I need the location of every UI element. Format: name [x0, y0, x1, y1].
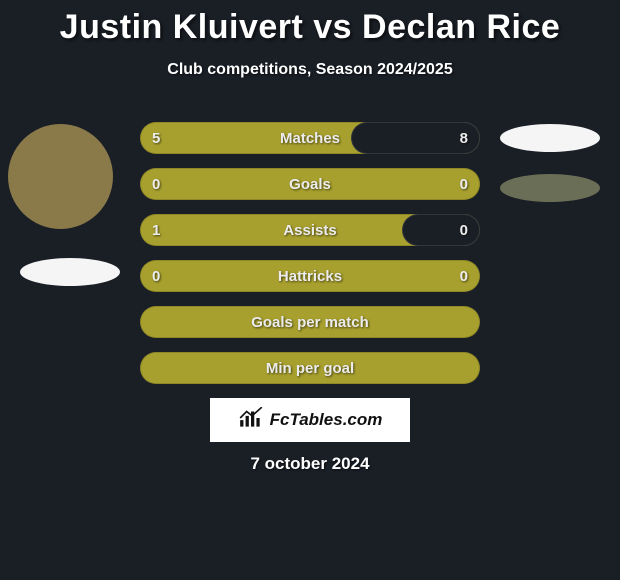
stat-row: 0 Hattricks 0	[140, 260, 480, 292]
branding-badge: FcTables.com	[210, 398, 410, 442]
stat-value-right: 0	[460, 222, 468, 239]
stat-row: 1 Assists 0	[140, 214, 480, 246]
stat-value-right: 0	[460, 268, 468, 285]
stat-label: Min per goal	[140, 360, 480, 377]
player-right-flag-2	[500, 174, 600, 202]
stat-label: Hattricks	[140, 268, 480, 285]
player-left-flag	[20, 258, 120, 286]
stat-value-right: 0	[460, 176, 468, 193]
page-title: Justin Kluivert vs Declan Rice	[0, 0, 620, 47]
stat-row: Min per goal	[140, 352, 480, 384]
stat-value-left: 0	[152, 268, 160, 285]
stat-value-right: 8	[460, 130, 468, 147]
page-subtitle: Club competitions, Season 2024/2025	[0, 61, 620, 79]
player-right-flag-1	[500, 124, 600, 152]
stat-label: Goals per match	[140, 314, 480, 331]
stat-row: 5 Matches 8	[140, 122, 480, 154]
stats-bars: 5 Matches 8 0 Goals 0 1 Assists 0 0 Hatt…	[140, 122, 480, 398]
stat-row-fill	[402, 214, 480, 246]
stat-value-left: 5	[152, 130, 160, 147]
player-left-avatar	[8, 124, 113, 229]
chart-icon	[238, 407, 264, 434]
stat-value-left: 0	[152, 176, 160, 193]
stat-value-left: 1	[152, 222, 160, 239]
branding-text: FcTables.com	[270, 410, 383, 430]
stat-row: 0 Goals 0	[140, 168, 480, 200]
stat-row: Goals per match	[140, 306, 480, 338]
stat-label: Goals	[140, 176, 480, 193]
date-label: 7 october 2024	[0, 454, 620, 474]
